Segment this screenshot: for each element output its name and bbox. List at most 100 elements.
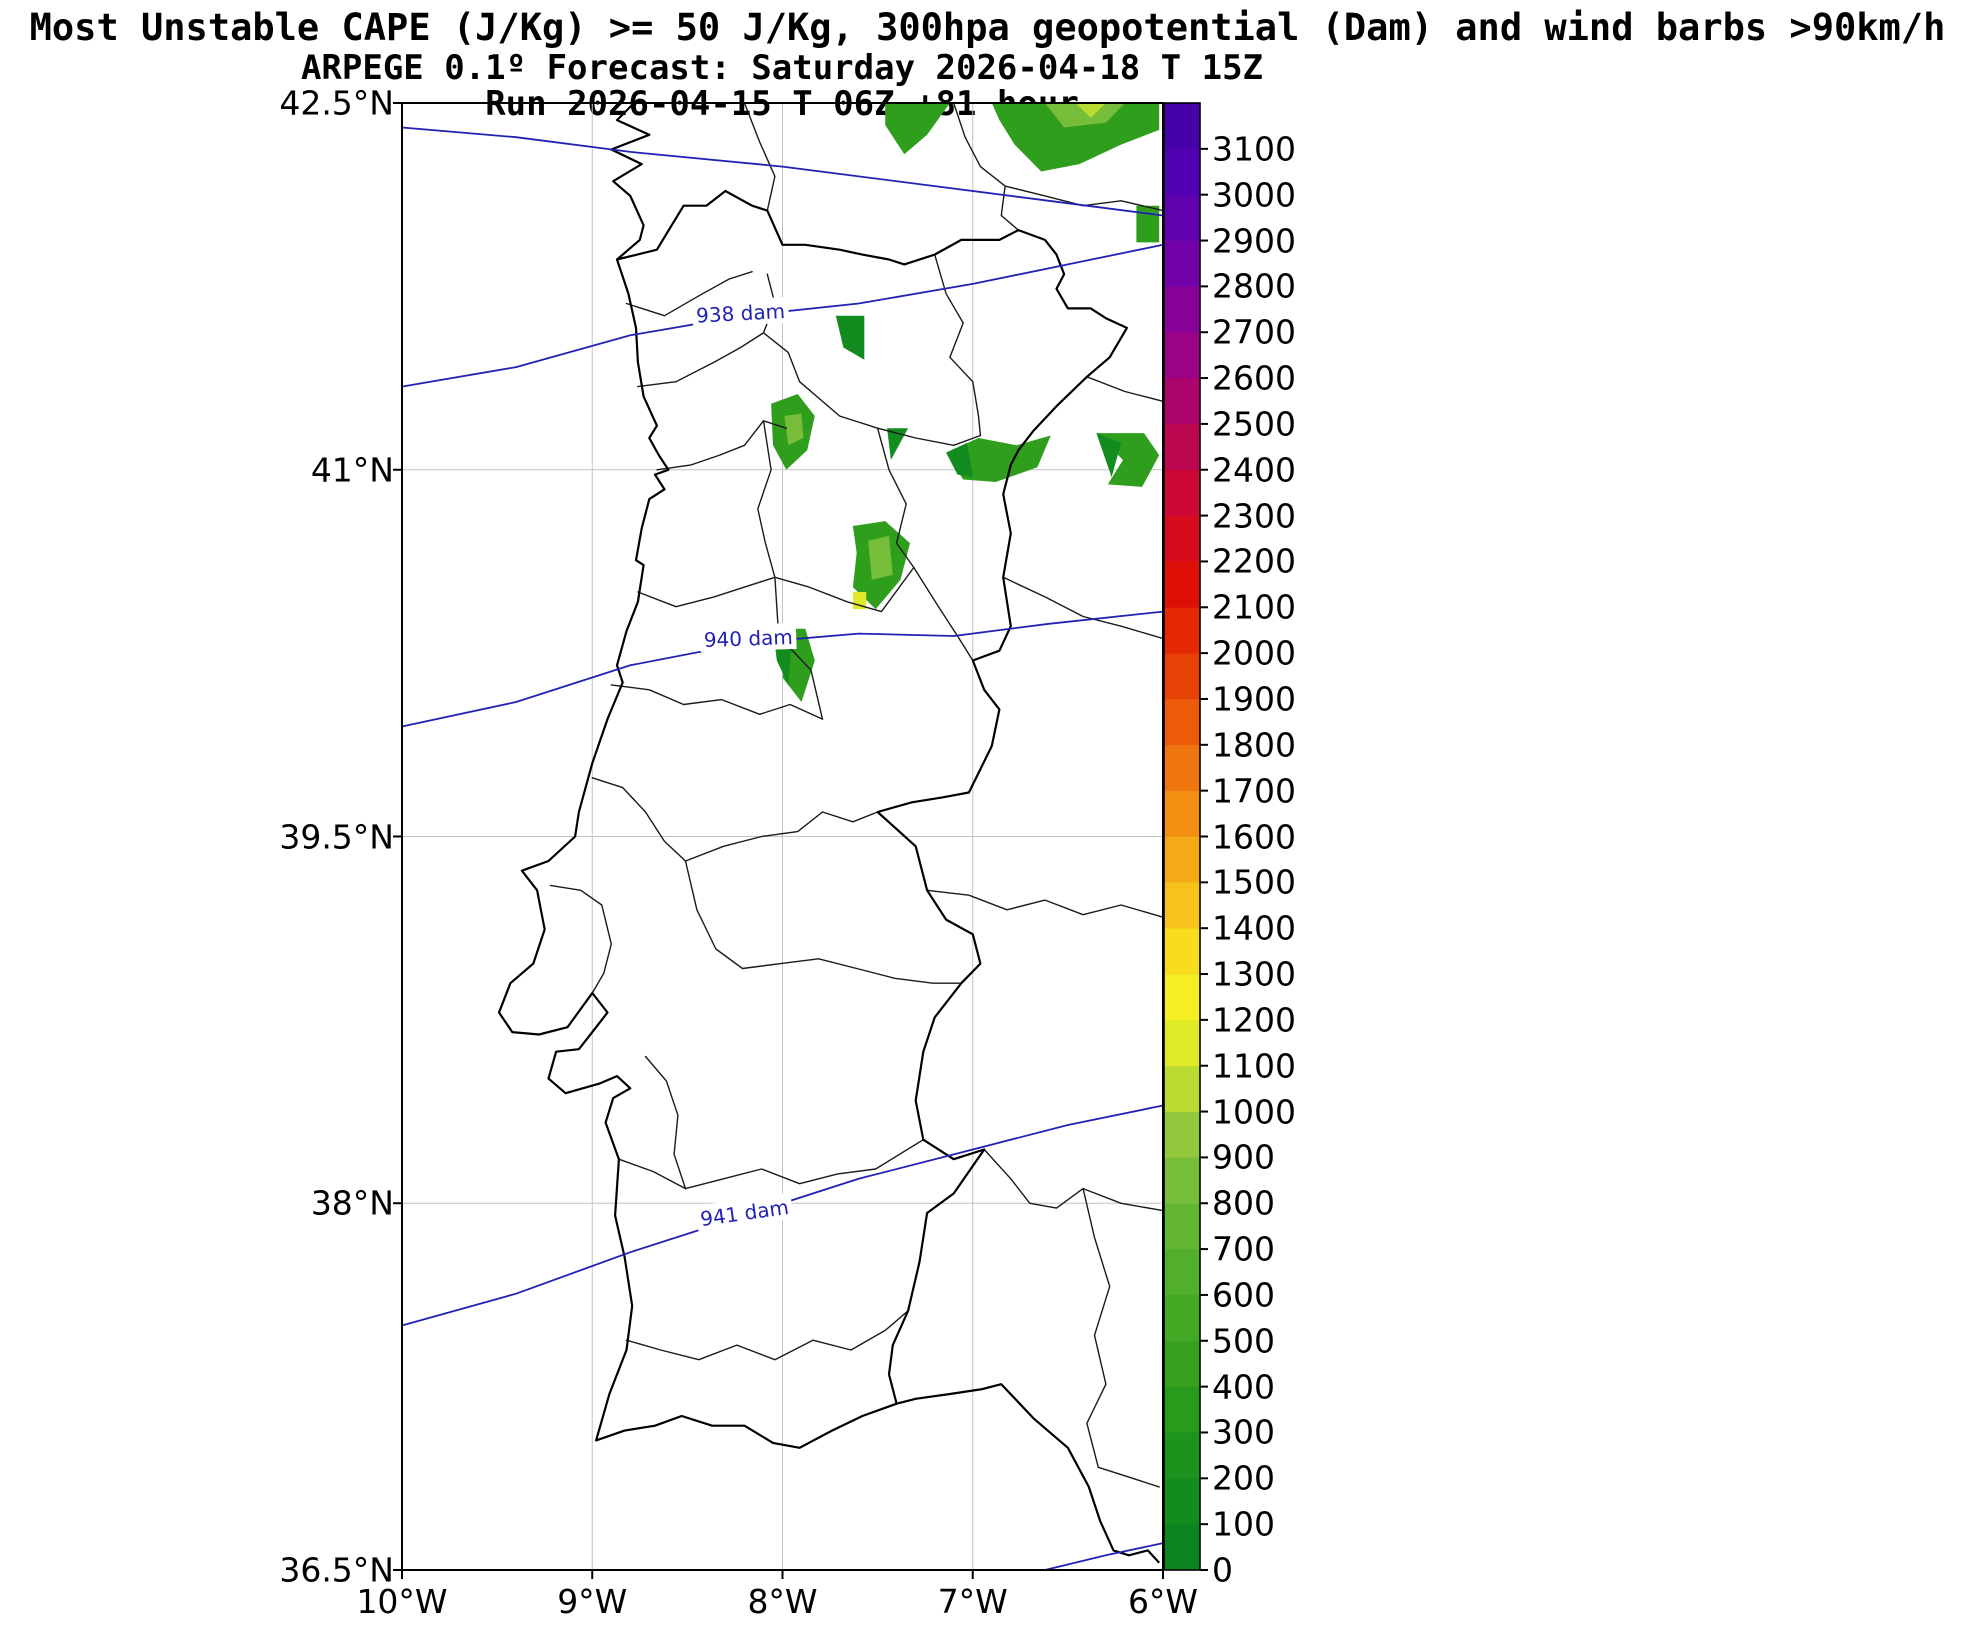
y-tick-label: 36.5°N <box>279 1550 394 1590</box>
colorbar-band <box>1164 469 1200 516</box>
colorbar-tick-label: 2000 <box>1212 633 1296 673</box>
colorbar-band <box>1164 1065 1200 1112</box>
cape-patch <box>885 103 950 155</box>
colorbar-band <box>1164 286 1200 333</box>
chart-subtitle-forecast: ARPEGE 0.1º Forecast: Saturday 2026-04-1… <box>300 48 1264 88</box>
colorbar-band <box>1164 331 1200 379</box>
colorbar-band <box>1164 652 1200 700</box>
cape-patch <box>946 435 1051 482</box>
colorbar-tick-label: 1900 <box>1212 679 1296 719</box>
colorbar-tick-label: 1200 <box>1212 1000 1296 1040</box>
colorbar-tick-label: 2700 <box>1212 312 1296 352</box>
colorbar-band <box>1164 744 1200 791</box>
district-boundary <box>1097 1466 1160 1488</box>
district-boundary <box>798 381 982 446</box>
x-tick-label: 8°W <box>747 1582 818 1621</box>
y-tick-label: 38°N <box>310 1183 394 1223</box>
district-boundary <box>1086 376 1164 402</box>
colorbar-band <box>1164 1432 1200 1479</box>
district-boundary <box>625 270 753 317</box>
colorbar-tick-label: 2900 <box>1212 221 1296 261</box>
colorbar-tick-label: 1600 <box>1212 817 1296 856</box>
contour-label-group: 941 dam <box>695 1192 794 1232</box>
colorbar-tick-label: 1500 <box>1212 862 1296 902</box>
district-boundary <box>684 811 879 862</box>
colorbar-tick-label: 300 <box>1212 1412 1275 1452</box>
cape-patch <box>868 535 893 580</box>
colorbar-band <box>1164 1202 1200 1250</box>
colorbar-band <box>1164 973 1200 1021</box>
colorbar-band <box>1164 1478 1200 1525</box>
colorbar-band <box>1164 148 1200 195</box>
colorbar-tick-label: 100 <box>1212 1504 1275 1544</box>
district-boundary <box>618 1158 687 1190</box>
colorbar-tick-label: 200 <box>1212 1458 1275 1498</box>
district-boundary <box>684 1138 924 1190</box>
contour-label: 940 dam <box>703 625 793 652</box>
district-boundary <box>741 958 962 984</box>
district-boundary <box>644 1055 687 1190</box>
district-boundary <box>591 777 687 862</box>
chart-title: Most Unstable CAPE (J/Kg) >= 50 J/Kg, 30… <box>29 6 1946 49</box>
colorbar-band <box>1164 927 1200 975</box>
cape-patch <box>835 315 865 360</box>
district-boundary <box>656 420 787 471</box>
district-boundary <box>953 102 1020 231</box>
colorbar-band <box>1164 1386 1200 1433</box>
coastline <box>497 102 1161 1564</box>
district-boundary <box>684 860 744 970</box>
colorbar-band <box>1164 882 1200 929</box>
cape-patch <box>991 103 1160 172</box>
colorbar-band <box>1164 1523 1200 1571</box>
colorbar <box>1163 102 1208 1571</box>
district-boundary <box>1002 576 1164 640</box>
district-boundary <box>934 253 982 437</box>
cape-patch <box>784 413 804 446</box>
colorbar-band <box>1164 1157 1200 1204</box>
contour-label: 938 dam <box>696 299 786 328</box>
district-boundary <box>983 1148 1164 1212</box>
district-boundary <box>762 332 801 383</box>
y-tick-label: 41°N <box>310 450 394 490</box>
colorbar-band <box>1164 790 1200 837</box>
geopotential-contour <box>401 610 1164 728</box>
geopotential-contour <box>401 126 1164 217</box>
portugal-spain-border <box>616 189 1129 1404</box>
colorbar-band <box>1164 1019 1200 1067</box>
colorbar-band <box>1164 515 1200 562</box>
colorbar-tick-label: 1000 <box>1212 1092 1296 1132</box>
colorbar-tick-label: 400 <box>1212 1367 1275 1407</box>
colorbar-tick-label: 500 <box>1212 1321 1275 1361</box>
colorbar-band <box>1164 1340 1200 1387</box>
colorbar-band <box>1164 1294 1200 1342</box>
district-boundary <box>549 884 603 906</box>
colorbar-tick-label: 3000 <box>1212 175 1296 215</box>
district-boundary <box>926 889 1164 918</box>
colorbar-tick-label: 2600 <box>1212 358 1296 398</box>
colorbar-band <box>1164 698 1200 746</box>
colorbar-tick-label: 2800 <box>1212 266 1296 306</box>
colorbar-tick-label: 1400 <box>1212 908 1296 948</box>
y-tick-label: 39.5°N <box>279 817 394 856</box>
colorbar-tick-label: 1700 <box>1212 771 1296 811</box>
colorbar-tick-label: 3100 <box>1212 129 1296 169</box>
colorbar-band <box>1164 1111 1200 1158</box>
colorbar-band <box>1164 606 1200 654</box>
geopotential-contour <box>401 1104 1164 1327</box>
colorbar-band <box>1164 102 1200 150</box>
colorbar-band <box>1164 1248 1200 1296</box>
district-boundary <box>774 566 915 613</box>
district-boundary <box>913 566 974 662</box>
geopotential-contour <box>401 243 1164 388</box>
colorbar-tick-label: 1800 <box>1212 725 1296 765</box>
district-boundary <box>876 427 915 569</box>
district-boundary <box>743 102 776 212</box>
x-tick-label: 9°W <box>557 1582 628 1621</box>
colorbar-tick-label: 0 <box>1212 1550 1233 1590</box>
colorbar-tick-label: 1100 <box>1212 1046 1296 1086</box>
map-plot-area: 938 dam 940 dam 941 dam <box>393 102 1164 1579</box>
colorbar-band <box>1164 240 1200 287</box>
colorbar-tick-label: 800 <box>1212 1183 1275 1223</box>
colorbar-tick-label: 2300 <box>1212 496 1296 536</box>
